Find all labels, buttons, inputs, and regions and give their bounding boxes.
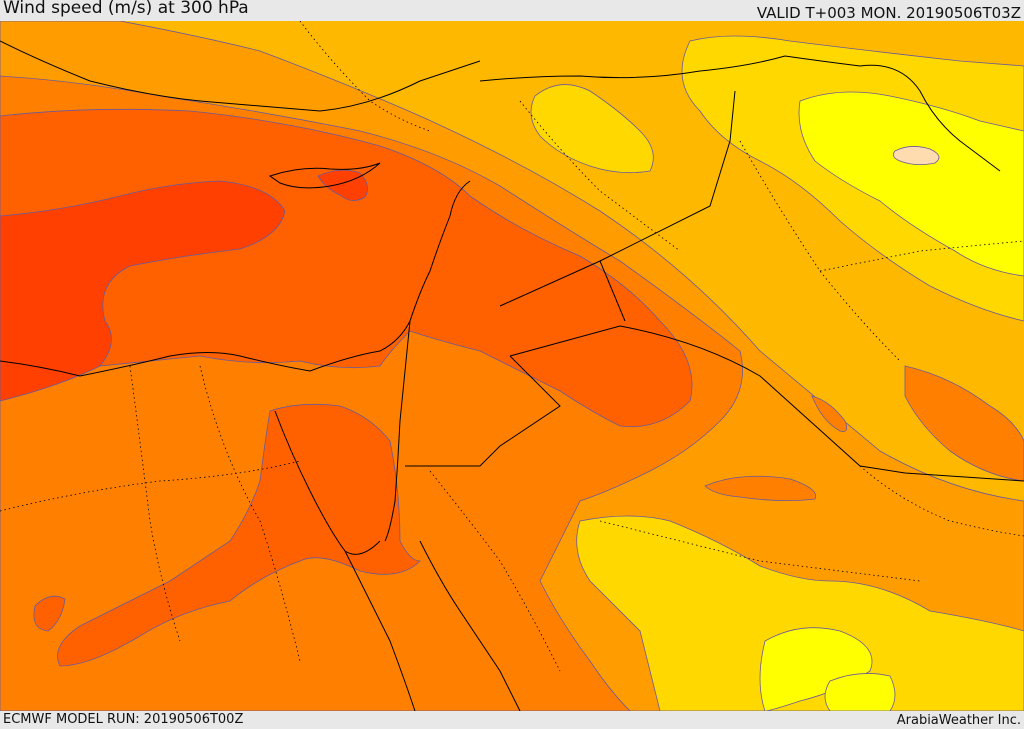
province-borders bbox=[0, 21, 1024, 672]
band-low-south bbox=[576, 515, 1024, 711]
credit-label: ArabiaWeather Inc. bbox=[896, 713, 1021, 728]
band-lowest-northeast bbox=[798, 91, 1024, 277]
band-strongest-blob bbox=[317, 169, 368, 201]
footer-bar: ECMWF MODEL RUN: 20190506T00Z ArabiaWeat… bbox=[0, 711, 1024, 729]
band-low-northcenter bbox=[530, 84, 654, 174]
country-borders bbox=[405, 55, 1024, 482]
band-lowest-southeast bbox=[824, 673, 896, 711]
band-mid-high-streak bbox=[704, 475, 817, 501]
band-mid-high-slash bbox=[811, 395, 848, 432]
band-calm-pocket bbox=[892, 146, 940, 165]
band-strongest-core bbox=[0, 180, 286, 402]
title-bar: Wind speed (m/s) at 300 hPa VALID T+003 … bbox=[0, 0, 1024, 22]
valid-time-label: VALID T+003 MON. 20190506T03Z bbox=[756, 4, 1021, 22]
map-title: Wind speed (m/s) at 300 hPa bbox=[3, 0, 249, 18]
model-run-label: ECMWF MODEL RUN: 20190506T00Z bbox=[3, 712, 244, 727]
map-canvas bbox=[0, 21, 1024, 711]
wind-speed-map bbox=[0, 21, 1024, 711]
band-strong-west-blob bbox=[33, 595, 66, 632]
coastlines bbox=[0, 40, 521, 711]
